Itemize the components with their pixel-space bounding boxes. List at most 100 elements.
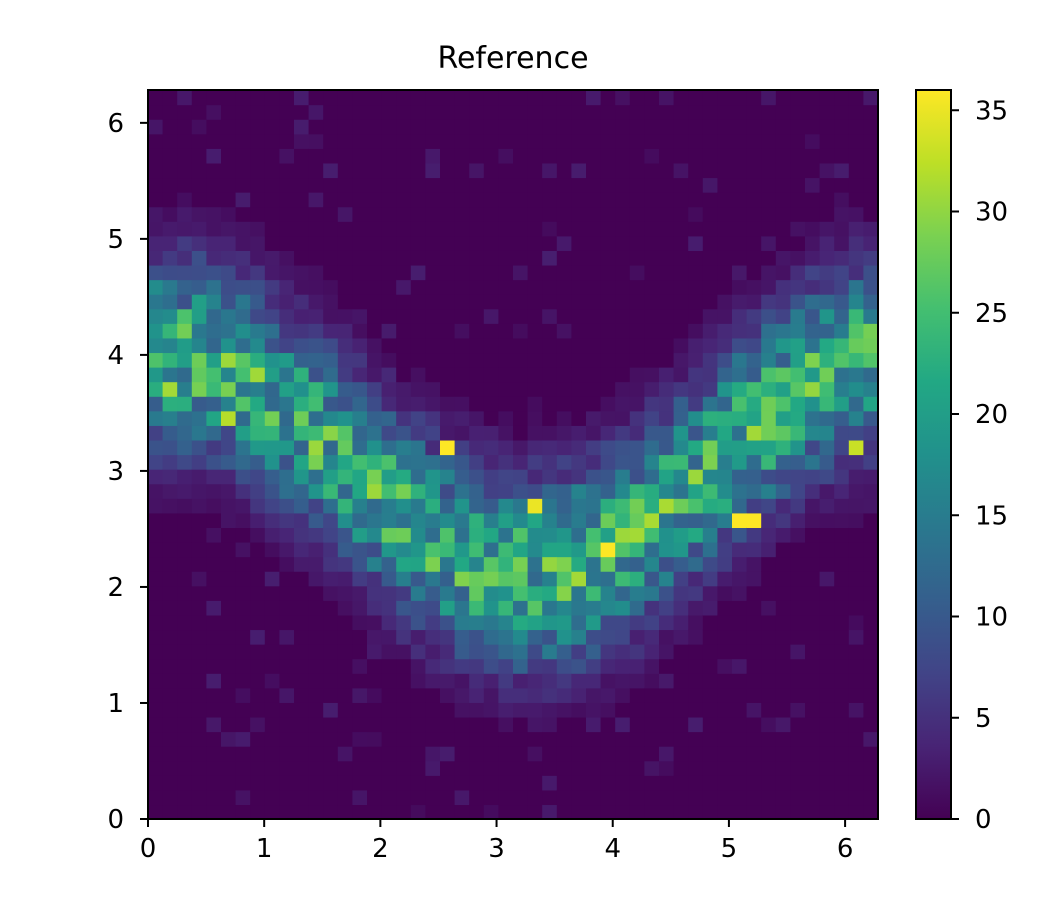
heatmap-cell	[498, 731, 514, 747]
heatmap-cell	[659, 250, 675, 266]
heatmap-cell	[162, 789, 178, 806]
heatmap-cell	[337, 133, 353, 149]
heatmap-cell	[191, 541, 207, 558]
heatmap-cell	[235, 396, 251, 412]
heatmap-cell	[834, 381, 850, 397]
heatmap-cell	[396, 614, 412, 631]
heatmap-cell	[615, 148, 631, 164]
heatmap-cell	[381, 250, 397, 266]
heatmap-cell	[483, 308, 499, 324]
heatmap-cell	[819, 235, 835, 251]
heatmap-cell	[746, 439, 762, 456]
heatmap-cell	[162, 775, 178, 791]
heatmap-cell	[673, 731, 689, 747]
heatmap-cell	[483, 439, 499, 456]
heatmap-cell	[323, 264, 339, 281]
heatmap-cell	[644, 687, 660, 703]
heatmap-cell	[294, 716, 310, 733]
heatmap-cell	[659, 644, 675, 660]
heatmap-cell	[352, 746, 368, 762]
heatmap-cell	[498, 250, 514, 266]
heatmap-cell	[440, 629, 456, 645]
heatmap-cell	[790, 658, 806, 674]
heatmap-cell	[162, 483, 178, 499]
heatmap-cell	[805, 746, 821, 762]
heatmap-cell	[294, 439, 310, 456]
heatmap-cell	[323, 498, 339, 514]
heatmap-cell	[702, 221, 718, 237]
heatmap-cell	[454, 731, 470, 747]
heatmap-cell	[746, 90, 762, 106]
heatmap-cell	[410, 454, 426, 470]
heatmap-cell	[337, 119, 353, 135]
heatmap-cell	[440, 119, 456, 135]
heatmap-cell	[308, 90, 324, 106]
heatmap-cell	[600, 381, 616, 397]
heatmap-cell	[454, 804, 470, 820]
heatmap-cell	[250, 177, 266, 193]
heatmap-cell	[629, 673, 645, 689]
heatmap-cell	[235, 308, 251, 324]
heatmap-cell	[761, 614, 777, 631]
heatmap-cell	[775, 294, 791, 310]
heatmap-cell	[673, 527, 689, 543]
heatmap-cell	[761, 235, 777, 251]
heatmap-cell	[440, 600, 456, 616]
heatmap-cell	[337, 264, 353, 281]
heatmap-cell	[644, 702, 660, 718]
heatmap-cell	[513, 133, 529, 149]
heatmap-cell	[586, 337, 602, 354]
heatmap-cell	[659, 498, 675, 514]
heatmap-cell	[673, 410, 689, 426]
plot-area-frame	[147, 89, 879, 820]
heatmap-cell	[483, 279, 499, 295]
heatmap-cell	[337, 746, 353, 762]
heatmap-cell	[410, 731, 426, 747]
heatmap-cell	[308, 731, 324, 747]
heatmap-cell	[352, 614, 368, 631]
heatmap-cell	[425, 614, 441, 631]
heatmap-cell	[819, 760, 835, 776]
heatmap-cell	[819, 148, 835, 164]
heatmap-cell	[279, 775, 295, 791]
heatmap-cell	[659, 294, 675, 310]
heatmap-cell	[250, 323, 266, 339]
heatmap-cell	[235, 425, 251, 441]
heatmap-cell	[410, 279, 426, 295]
heatmap-cell	[469, 119, 485, 135]
y-tick-label: 3	[107, 457, 124, 487]
heatmap-cell	[440, 512, 456, 528]
heatmap-cell	[732, 629, 748, 645]
heatmap-cell	[513, 410, 529, 426]
heatmap-cell	[337, 367, 353, 383]
heatmap-cell	[483, 381, 499, 397]
heatmap-cell	[469, 104, 485, 120]
heatmap-cell	[410, 206, 426, 222]
heatmap-cell	[848, 352, 864, 368]
heatmap-cell	[337, 221, 353, 237]
heatmap-cell	[279, 425, 295, 441]
heatmap-cell	[352, 731, 368, 747]
heatmap-cell	[425, 192, 441, 208]
heatmap-cell	[673, 235, 689, 251]
heatmap-cell	[673, 323, 689, 339]
heatmap-cell	[746, 775, 762, 791]
heatmap-cell	[396, 760, 412, 776]
heatmap-cell	[235, 133, 251, 149]
heatmap-cell	[717, 410, 733, 426]
heatmap-cell	[615, 294, 631, 310]
heatmap-cell	[527, 585, 543, 601]
heatmap-cell	[191, 323, 207, 339]
heatmap-cell	[323, 716, 339, 733]
heatmap-cell	[221, 571, 237, 587]
heatmap-cell	[659, 162, 675, 179]
heatmap-cell	[498, 804, 514, 820]
heatmap-cell	[235, 469, 251, 485]
heatmap-cell	[177, 775, 193, 791]
heatmap-cell	[162, 687, 178, 703]
heatmap-cell	[805, 396, 821, 412]
heatmap-cell	[586, 687, 602, 703]
heatmap-cell	[848, 119, 864, 135]
heatmap-cell	[746, 454, 762, 470]
heatmap-cell	[250, 133, 266, 149]
